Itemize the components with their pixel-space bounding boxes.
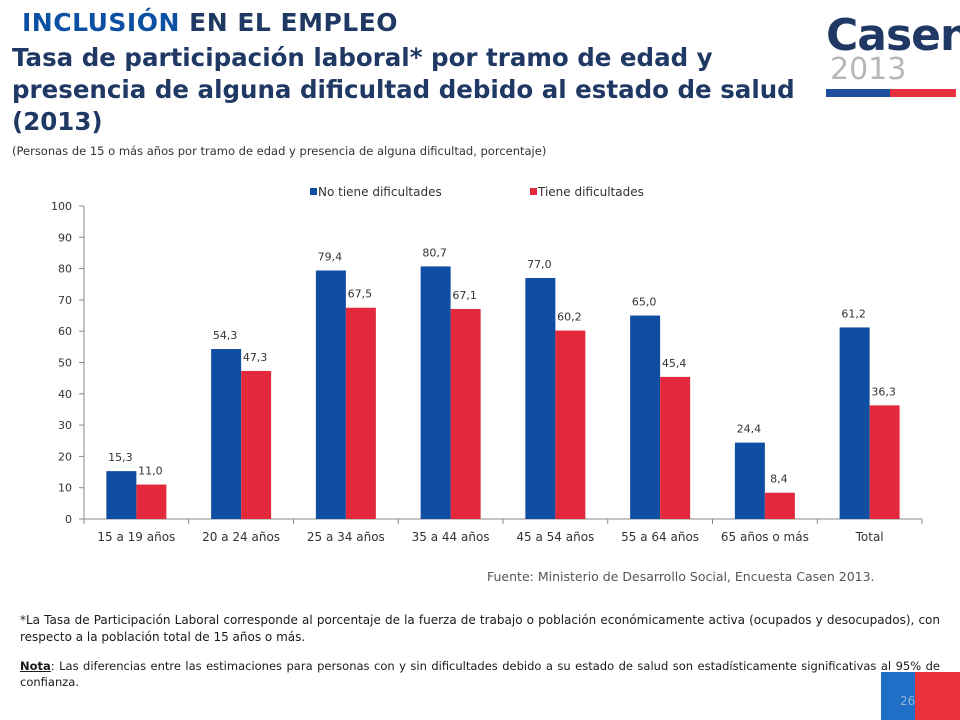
logo-bar-blue: [826, 89, 890, 97]
data-label: 67,1: [452, 289, 477, 302]
data-label: 80,7: [422, 246, 447, 259]
nota-body: : Las diferencias entre las estimaciones…: [20, 659, 940, 689]
source-note: Fuente: Ministerio de Desarrollo Social,…: [487, 569, 875, 584]
data-label: 77,0: [527, 258, 552, 271]
x-tick-label: Total: [855, 530, 884, 544]
data-label: 11,0: [138, 465, 163, 478]
bar-no-dificultad: [315, 270, 346, 519]
legend-label: Tiene dificultades: [537, 185, 644, 199]
y-tick-label: 10: [58, 482, 72, 495]
y-tick-label: 0: [65, 513, 72, 526]
data-label: 79,4: [318, 250, 343, 263]
bar-no-dificultad: [525, 277, 556, 519]
legend-swatch: [310, 188, 317, 195]
logo-bar-red: [890, 89, 956, 97]
chart-subtitle: (Personas de 15 o más años por tramo de …: [12, 144, 547, 158]
y-tick-label: 50: [58, 357, 72, 370]
x-tick-label: 20 a 24 años: [202, 530, 280, 544]
logo-year: 2013: [830, 52, 907, 87]
y-tick-label: 70: [58, 294, 72, 307]
data-label: 60,2: [557, 311, 582, 324]
bar-con-dificultad: [555, 330, 586, 519]
x-tick-label: 25 a 34 años: [307, 530, 385, 544]
data-label: 61,2: [841, 307, 866, 320]
y-tick-label: 60: [58, 325, 72, 338]
y-tick-label: 40: [58, 388, 72, 401]
data-label: 8,4: [770, 473, 788, 486]
data-label: 45,4: [662, 357, 687, 370]
data-label: 65,0: [632, 296, 657, 309]
section-title-rest: EN EL EMPLEO: [179, 8, 399, 37]
bar-no-dificultad: [839, 327, 870, 519]
y-tick-label: 100: [51, 200, 72, 213]
nota-text: Nota: Las diferencias entre las estimaci…: [20, 658, 940, 690]
corner-block-blue: [881, 672, 915, 720]
page-number: 26: [900, 694, 916, 708]
footnote: *La Tasa de Participación Laboral corres…: [20, 613, 940, 644]
legend-swatch: [530, 188, 537, 195]
x-tick-label: 65 años o más: [721, 530, 809, 544]
bar-no-dificultad: [106, 471, 137, 519]
section-title: INCLUSIÓN EN EL EMPLEO: [22, 8, 398, 37]
bar-con-dificultad: [345, 307, 376, 519]
y-tick-label: 80: [58, 263, 72, 276]
bar-con-dificultad: [660, 376, 691, 519]
bar-chart: 0 10 20 30 40 50 60 70 80 90 100 15 a 19 años 20 a 2…: [51, 185, 923, 544]
bar-no-dificultad: [211, 349, 242, 519]
data-label: 67,5: [348, 288, 373, 301]
bar-con-dificultad: [869, 405, 900, 519]
data-label: 36,3: [871, 385, 896, 398]
page-title: Tasa de participación laboral* por tramo…: [12, 43, 795, 136]
casen-logo: Casen 2013: [826, 10, 960, 98]
data-label: 47,3: [243, 351, 268, 364]
bar-con-dificultad: [241, 370, 272, 519]
bar-no-dificultad: [630, 315, 661, 519]
x-tick-label: 15 a 19 años: [97, 530, 175, 544]
bar-con-dificultad: [450, 308, 481, 519]
bar-no-dificultad: [734, 442, 765, 519]
data-label: 24,4: [737, 423, 762, 436]
y-tick-label: 20: [58, 450, 72, 463]
corner-block-red: [915, 672, 960, 720]
bar-no-dificultad: [420, 266, 451, 519]
logo-word: Casen: [826, 10, 960, 61]
nota-label: Nota: [20, 659, 51, 673]
legend-label: No tiene dificultades: [318, 185, 442, 199]
bar-con-dificultad: [764, 492, 795, 519]
y-tick-label: 30: [58, 419, 72, 432]
data-label: 54,3: [213, 329, 238, 342]
bar-con-dificultad: [136, 484, 167, 519]
x-tick-label: 35 a 44 años: [412, 530, 490, 544]
x-tick-label: 55 a 64 años: [621, 530, 699, 544]
data-label: 15,3: [108, 451, 133, 464]
y-tick-label: 90: [58, 231, 72, 244]
section-title-highlight: INCLUSIÓN: [22, 8, 180, 37]
x-tick-label: 45 a 54 años: [516, 530, 594, 544]
